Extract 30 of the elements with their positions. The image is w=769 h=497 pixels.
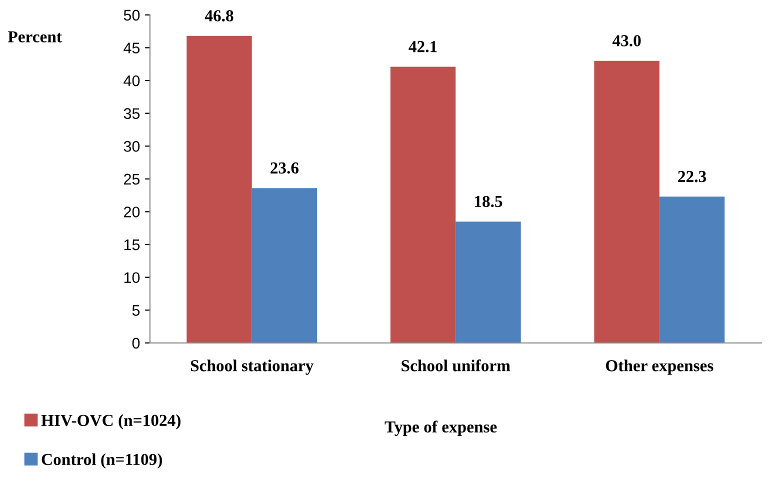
y-tick-label: 15 bbox=[124, 240, 140, 250]
bar bbox=[186, 36, 252, 343]
data-label: 43.0 bbox=[612, 35, 641, 46]
bar bbox=[659, 196, 725, 343]
data-label: 23.6 bbox=[270, 162, 299, 174]
data-label: 18.5 bbox=[474, 196, 502, 208]
y-tick-label: 40 bbox=[124, 75, 140, 86]
bar bbox=[456, 222, 521, 343]
legend-label: Control (n=1109) bbox=[42, 453, 162, 468]
y-tick-label: 45 bbox=[124, 42, 140, 54]
x-tick-label: School uniform bbox=[402, 359, 510, 372]
data-label: 46.8 bbox=[204, 10, 234, 22]
y-tick-label: 35 bbox=[124, 108, 140, 119]
y-tick-label: 5 bbox=[132, 305, 140, 316]
y-tick-label: 30 bbox=[124, 140, 140, 152]
legend-label: HIV-OVC (n=1024) bbox=[41, 414, 180, 430]
bar bbox=[252, 188, 318, 343]
x-tick-label: Other expenses bbox=[606, 360, 714, 375]
y-tick-label: 25 bbox=[124, 174, 140, 185]
data-label: 22.3 bbox=[678, 170, 706, 182]
x-tick-label: School stationary bbox=[190, 360, 314, 375]
y-axis-title: Percent bbox=[8, 31, 62, 42]
y-tick-label: 50 bbox=[124, 10, 140, 21]
x-axis-title: Type of expense bbox=[384, 420, 497, 436]
y-tick-label: 20 bbox=[124, 206, 140, 218]
bar bbox=[594, 60, 660, 343]
bar bbox=[390, 66, 456, 343]
y-tick-label: 0 bbox=[132, 338, 140, 349]
y-tick-label: 10 bbox=[124, 272, 140, 284]
data-label: 42.1 bbox=[408, 41, 437, 52]
